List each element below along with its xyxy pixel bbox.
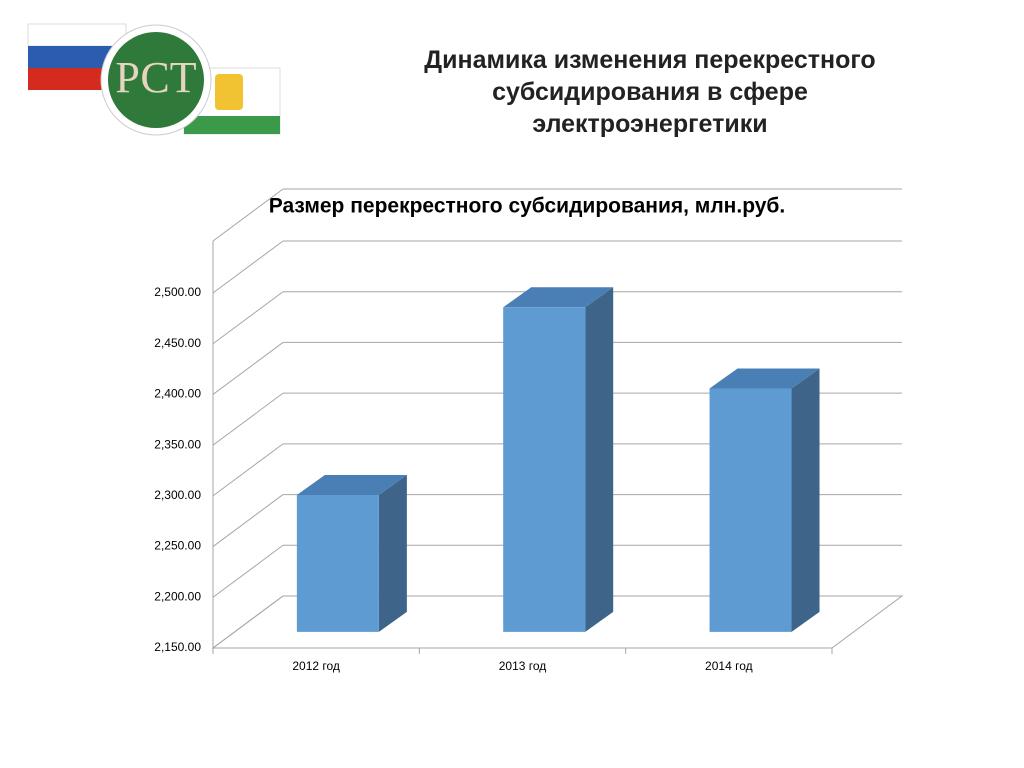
bar-side [378,474,407,632]
y-tick-label: 2,300.00 [154,488,201,502]
bar [709,388,792,632]
bar-top [709,368,820,389]
x-tick-label: 2012 год [292,659,340,673]
grid-line [212,595,284,649]
y-tick-label: 2,350.00 [154,437,201,451]
grid-line [212,392,284,446]
grid-line [212,291,284,345]
bar-top [503,287,614,308]
y-tick-label: 2,150.00 [154,640,201,654]
grid-line [212,188,284,242]
y-tick-label: 2,400.00 [154,387,201,401]
bar [503,307,586,632]
y-tick-label: 2,500.00 [154,285,201,299]
x-tick-label: 2014 год [705,659,753,673]
y-tick-label: 2,450.00 [154,336,201,350]
grid-line [212,342,284,395]
grid-line [212,494,284,547]
bar-side [791,368,820,632]
bar [296,494,379,632]
y-tick-label: 2,200.00 [154,589,201,603]
bar-top [296,474,407,495]
grid-line [212,443,284,497]
logo-text: РСТ [115,53,196,102]
logo: РСТ [27,23,281,136]
chart-title: Размер перекрестного субсидирования, млн… [269,195,785,218]
grid-line [212,544,284,598]
slide-title: Динамика изменения перекрестного субсиди… [424,46,876,138]
y-tick-label: 2,250.00 [154,539,201,553]
grid-line [212,240,284,294]
x-tick-label: 2013 год [499,659,547,673]
bar-side [585,287,614,632]
